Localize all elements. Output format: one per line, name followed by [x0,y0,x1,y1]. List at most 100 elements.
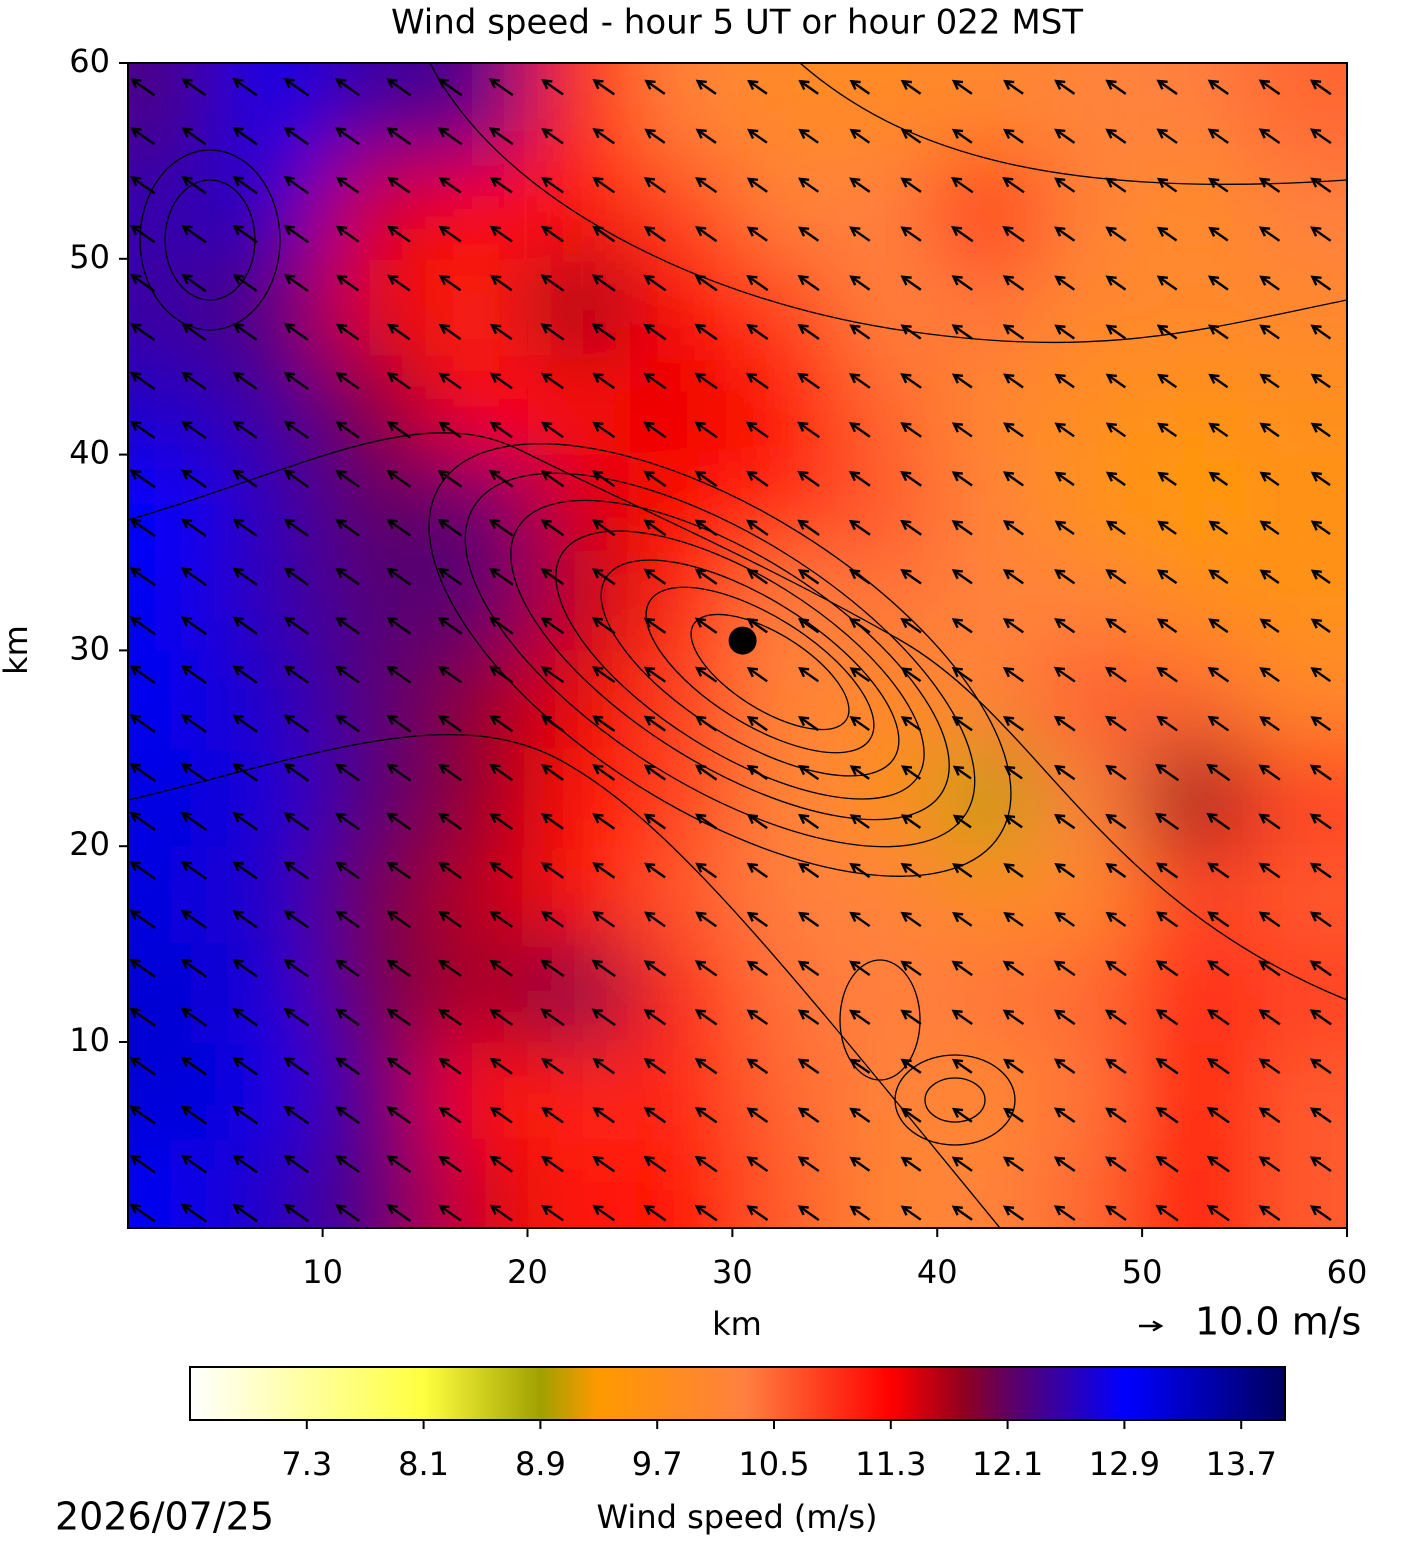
wind-arrow [438,274,462,292]
wind-arrow [695,813,718,830]
wind-arrow [180,909,208,929]
terrain-contour [645,586,875,754]
wind-arrow [592,128,615,145]
field-cell [1142,846,1246,946]
wind-arrow [488,469,514,488]
field-cell [220,552,324,652]
wind-arrow [129,1154,156,1174]
wind-arrow [437,469,463,488]
wind-arrow [694,1058,718,1075]
wind-arrow [1155,1057,1179,1075]
wind-arrow [283,176,310,195]
field-cell [322,748,427,848]
wind-arrow [386,372,411,390]
wind-arrow [1309,1107,1332,1124]
wind-arrow [489,1155,513,1173]
wind-arrow [129,665,156,685]
y-tick-label: 60 [69,42,110,80]
wind-arrow [283,77,310,97]
field-cell [1244,356,1347,456]
field-cell [834,258,939,358]
field-cell [1142,258,1246,358]
field-cell [1039,1139,1144,1228]
wind-arrow [1155,763,1180,782]
wind-arrow [335,861,360,880]
wind-arrow [951,1058,973,1074]
wind-arrow [386,78,412,97]
wind-arrow [746,618,768,634]
wind-arrow [1208,569,1229,585]
wind-arrow [438,1106,462,1124]
wind-arrow [1003,79,1024,95]
wind-arrow [386,1057,412,1076]
wind-arrow [746,1058,769,1075]
wind-arrow [1104,715,1127,732]
wind-arrow [1309,79,1332,96]
wind-arrow [232,126,259,146]
y-tick-label: 50 [69,238,110,276]
field-cell [629,160,734,260]
wind-arrow [232,812,258,831]
wind-arrow [951,960,973,977]
wind-arrow [180,1056,208,1076]
wind-arrow [695,177,718,194]
colorbar-label: Wind speed (m/s) [596,1498,877,1536]
wind-arrow [694,617,718,634]
wind-arrow [592,1204,616,1222]
wind-arrow [1208,471,1229,486]
wind-arrow [643,568,667,585]
field-cell [1039,63,1144,162]
wind-arrow [1207,128,1229,144]
wind-arrow [387,323,411,341]
wind-arrow [592,715,616,732]
wind-arrow [386,470,412,488]
wind-arrow [283,1008,310,1027]
wind-arrow [747,128,768,144]
wind-arrow [438,176,462,194]
wind-arrow [129,860,156,880]
field-cell [128,846,222,946]
wind-arrow [900,324,922,340]
wind-arrow [1105,79,1127,95]
wind-arrow [1105,226,1127,242]
field-cell [220,258,324,358]
wind-arrow [900,226,922,242]
wind-arrow [1105,1156,1127,1172]
wind-arrow [1310,324,1332,340]
field-cell [1244,63,1347,162]
wind-arrow [180,1154,207,1174]
colorbar-tick-label: 12.9 [1089,1445,1160,1483]
wind-arrow [130,420,156,440]
field-cell [1039,160,1144,260]
terrain-contour [429,63,1347,344]
wind-arrow [488,78,514,97]
wind-arrow [1053,1156,1076,1172]
wind-arrow [592,1058,615,1075]
wind-arrow [746,1156,769,1173]
field-cell [220,1139,324,1228]
wind-arrow [798,715,820,732]
wind-arrow [232,910,258,929]
field-cell [732,1139,836,1228]
wind-arrow [232,1203,258,1223]
field-cell [527,258,631,358]
wind-arrow [745,421,769,439]
wind-arrow [900,617,922,634]
wind-arrow [1002,1009,1025,1026]
field-cell [527,748,631,848]
field-cell [527,650,631,750]
wind-arrow [489,812,514,831]
wind-arrow [438,910,462,928]
wind-arrow [695,226,718,243]
wind-arrow [335,274,360,292]
wind-arrow [1259,275,1280,291]
field-cell [732,160,836,260]
wind-arrow [335,567,360,586]
terrain-contour [839,959,921,1081]
wind-arrow [1105,471,1126,487]
wind-arrow [283,812,310,831]
wind-arrow [1105,862,1127,878]
wind-arrow [180,518,207,538]
wind-arrow [1054,618,1076,634]
wind-arrow [592,421,616,439]
